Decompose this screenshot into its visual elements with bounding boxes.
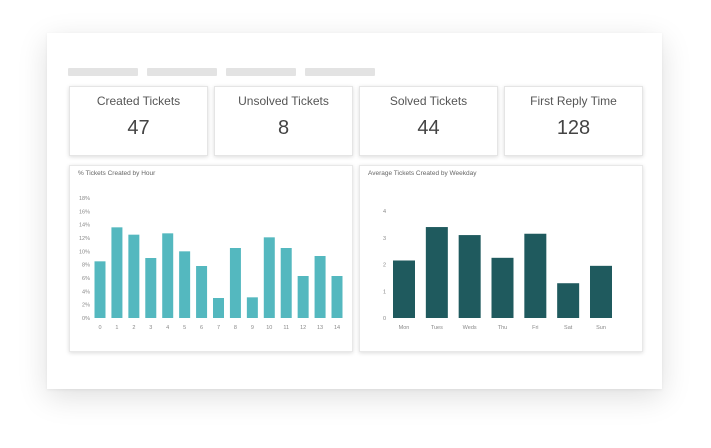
y-tick-label: 8% bbox=[82, 263, 90, 269]
bar[interactable] bbox=[162, 233, 174, 318]
stat-card-unsolved-tickets: Unsolved Tickets 8 bbox=[214, 86, 353, 156]
tab-3[interactable] bbox=[226, 68, 296, 76]
x-tick-label: Mon bbox=[399, 325, 410, 331]
x-tick-label: 9 bbox=[251, 325, 254, 331]
y-tick-label: 16% bbox=[79, 209, 90, 215]
y-tick-label: 0 bbox=[383, 316, 386, 322]
bar[interactable] bbox=[393, 260, 415, 318]
stat-label: First Reply Time bbox=[530, 94, 617, 108]
x-tick-label: Thu bbox=[498, 325, 507, 331]
bar[interactable] bbox=[590, 265, 612, 318]
x-tick-label: 2 bbox=[132, 325, 135, 331]
y-tick-label: 18% bbox=[79, 196, 90, 202]
stat-value: 8 bbox=[277, 117, 290, 139]
x-tick-label: 13 bbox=[317, 325, 323, 331]
x-tick-label: 3 bbox=[149, 325, 152, 331]
bar[interactable] bbox=[458, 235, 481, 318]
y-tick-label: 3 bbox=[383, 236, 386, 242]
bar[interactable] bbox=[246, 297, 258, 318]
bar[interactable] bbox=[196, 266, 208, 318]
x-tick-label: 11 bbox=[283, 325, 289, 331]
x-tick-label: Tues bbox=[431, 325, 443, 331]
y-tick-label: 2 bbox=[383, 263, 386, 269]
bar[interactable] bbox=[491, 257, 514, 318]
y-tick-label: 0% bbox=[82, 316, 90, 322]
y-tick-label: 14% bbox=[79, 223, 90, 229]
bar[interactable] bbox=[297, 276, 309, 318]
x-tick-label: 1 bbox=[115, 325, 118, 331]
bar[interactable] bbox=[179, 251, 191, 318]
x-tick-label: Weds bbox=[463, 325, 477, 331]
stat-label: Created Tickets bbox=[96, 94, 181, 108]
bar[interactable] bbox=[524, 233, 547, 318]
bar[interactable] bbox=[557, 283, 580, 318]
bar[interactable] bbox=[331, 276, 343, 318]
x-tick-label: 5 bbox=[183, 325, 186, 331]
bar[interactable] bbox=[425, 227, 448, 318]
bar[interactable] bbox=[229, 248, 241, 318]
stat-value: 47 bbox=[127, 117, 150, 139]
y-tick-label: 10% bbox=[79, 249, 90, 255]
tab-1[interactable] bbox=[68, 68, 138, 76]
bar[interactable] bbox=[128, 234, 140, 318]
bar[interactable] bbox=[280, 248, 292, 318]
stat-value: 128 bbox=[556, 117, 591, 139]
chart-title: Average Tickets Created by Weekday bbox=[368, 170, 477, 177]
stat-card-created-tickets: Created Tickets 47 bbox=[69, 86, 208, 156]
chart-panel-hour: % Tickets Created by Hour 0% 2% 4% 6% 8% 10% 1… bbox=[69, 165, 353, 352]
x-tick-label: Sun bbox=[596, 325, 606, 331]
chart-panel-weekday: Average Tickets Created by Weekday 0 1 2 3 4… bbox=[359, 165, 643, 352]
bar[interactable] bbox=[145, 258, 157, 318]
bar[interactable] bbox=[263, 237, 275, 318]
x-tick-label: 6 bbox=[200, 325, 203, 331]
stat-card-first-reply-time: First Reply Time 128 bbox=[504, 86, 643, 156]
stat-card-solved-tickets: Solved Tickets 44 bbox=[359, 86, 498, 156]
stat-label: Solved Tickets bbox=[389, 94, 468, 108]
y-tick-label: 4 bbox=[383, 209, 386, 215]
bar[interactable] bbox=[213, 298, 224, 318]
weekday-bar-chart: 0 1 2 3 4 Mon Tues Weds Thu Fri Sat Sun bbox=[383, 209, 612, 331]
x-tick-label: 10 bbox=[266, 325, 272, 331]
tab-4[interactable] bbox=[305, 68, 375, 76]
bar[interactable] bbox=[111, 227, 123, 318]
bar[interactable] bbox=[314, 256, 326, 318]
y-tick-label: 2% bbox=[82, 303, 90, 309]
x-tick-label: 7 bbox=[217, 325, 220, 331]
x-tick-label: Sat bbox=[564, 325, 573, 331]
stat-value: 44 bbox=[417, 117, 440, 139]
y-tick-label: 1 bbox=[383, 289, 386, 295]
hour-bar-chart: 0%2%4%6%8%10%12%14%16%18%0 1 2 3 4 5 6 7 8 9 10 11 1… bbox=[79, 196, 343, 331]
y-tick-label: 6% bbox=[82, 276, 90, 282]
x-tick-label: Fri bbox=[532, 325, 538, 331]
x-tick-label: 0 bbox=[98, 325, 101, 331]
y-tick-label: 4% bbox=[82, 289, 90, 295]
tab-2[interactable] bbox=[147, 68, 217, 76]
x-tick-label: 8 bbox=[234, 325, 237, 331]
stat-label: Unsolved Tickets bbox=[238, 94, 329, 108]
y-tick-label: 12% bbox=[79, 236, 90, 242]
x-tick-label: 4 bbox=[166, 325, 169, 331]
bar[interactable] bbox=[94, 261, 106, 318]
x-tick-label: 14 bbox=[334, 325, 340, 331]
chart-title: % Tickets Created by Hour bbox=[78, 170, 156, 177]
x-tick-label: 12 bbox=[300, 325, 306, 331]
